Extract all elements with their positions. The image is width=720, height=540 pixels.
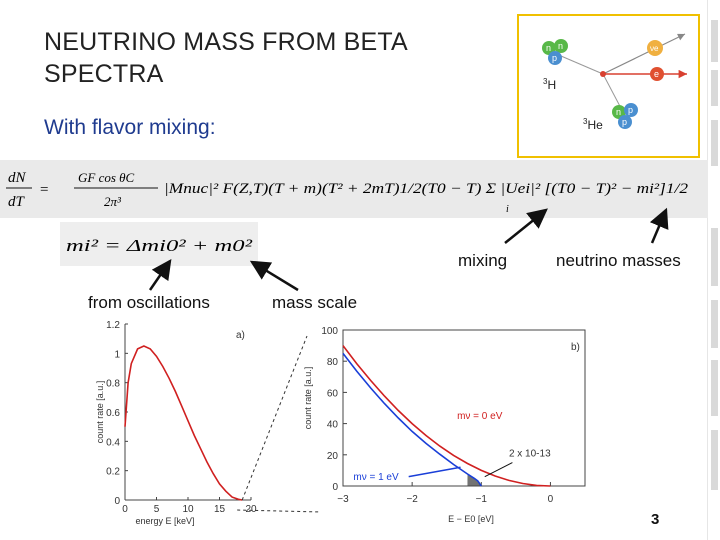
plot-b-x-tick-label: −3	[337, 494, 349, 505]
svg-text:p: p	[628, 105, 633, 115]
plot-a-y-tick-label: 1	[114, 349, 120, 360]
beta-spectrum-equation: dN dT = GF cos θC 2π³ |Mnuc|² F(Z,T)(T +…	[0, 160, 708, 218]
svg-text:e: e	[654, 69, 659, 79]
neutrino-track	[602, 33, 686, 75]
svg-text:νe: νe	[650, 44, 659, 53]
plot-a-y-tick-label: 1.2	[106, 320, 120, 331]
plot-b-massless-line	[342, 345, 551, 487]
edge-segment	[711, 430, 718, 490]
mass-scale-arrow	[249, 260, 299, 292]
plot-b-y-tick-label: 100	[321, 326, 338, 337]
mass-relation-equation: mi² = Δmi0² + m0²	[60, 222, 258, 266]
plot-b-x-tick-label: −2	[406, 494, 418, 505]
plot-b-x-tick-label: 0	[548, 494, 554, 505]
slide-edge-band	[707, 0, 720, 540]
svg-text:p: p	[552, 53, 557, 63]
plot-b-y-label: count rate [a.u.]	[303, 367, 313, 430]
plot-a-y-tick-label: 0.2	[106, 467, 120, 478]
plot-b-annotation-m1-arrow	[408, 466, 461, 478]
plot-b-y-tick-label: 20	[327, 451, 339, 462]
plot-a-x-tick-label: 20	[245, 504, 257, 515]
neutrino-particle: νe	[647, 40, 663, 56]
mass-relation-text: mi² = Δmi0² + m0²	[66, 236, 253, 255]
tritium-nucleus: n n p	[542, 39, 568, 65]
edge-segment	[711, 120, 718, 166]
plot-a-x-label: energy E [keV]	[135, 516, 194, 526]
eq-body: |Mnuc|² F(Z,T)(T + m)(T² + 2mT)1/2(T0 − …	[164, 181, 688, 197]
edge-segment	[711, 20, 718, 62]
electron-particle: e	[650, 67, 664, 81]
plot-b-x-tick-label: −1	[476, 494, 488, 505]
slide-subtitle: With flavor mixing:	[44, 116, 216, 139]
plot-a-title: a)	[236, 330, 245, 341]
zoom-guide-line	[237, 509, 322, 513]
mixing-arrow	[504, 208, 548, 244]
plot-b-x-label: E − E0 [eV]	[448, 514, 494, 524]
beta-decay-diagram: n n p 3H n p p 3He νe e	[517, 14, 700, 158]
plot-a-y-label: count rate [a.u.]	[95, 381, 105, 444]
plot-a-y-tick-label: 0	[114, 496, 120, 507]
plot-b-title: b)	[571, 342, 580, 353]
eq-factor-denominator: 2π³	[104, 194, 122, 209]
page-number: 3	[651, 511, 660, 528]
eq-factor-numerator: GF cos θC	[78, 170, 135, 185]
plot-b-annotation-m0: mν = 0 eV	[457, 411, 503, 422]
plot-b-massive-line	[342, 352, 482, 487]
plot-a-y-tick-label: 0.6	[106, 408, 120, 419]
eq-lhs-numerator: dN	[8, 170, 27, 186]
plot-a-x-tick-label: 0	[122, 504, 128, 515]
slide-title: NEUTRINO MASS FROM BETA SPECTRA	[44, 28, 407, 88]
edge-segment	[711, 70, 718, 106]
eq-lhs-denominator: dT	[8, 194, 26, 210]
plot-a-spectrum-line	[124, 345, 243, 501]
mass-scale-label: mass scale	[272, 293, 358, 312]
mixing-label: mixing	[458, 251, 508, 270]
beta-spectrum-plots: 0 0.2 0.4 0.6 0.8 1 1.2 0 5 10 15 20 energy E [keV] c…	[85, 318, 597, 532]
plot-b-y-tick-label: 40	[327, 420, 339, 431]
plot-b-y-tick-label: 60	[327, 388, 339, 399]
plot-b-frame	[342, 329, 586, 487]
helium3-nucleus: n p p	[612, 103, 638, 129]
decay-vertex	[600, 71, 606, 77]
plot-a-y-tick-label: 0.8	[106, 379, 120, 390]
edge-segment	[711, 228, 718, 286]
zoom-guide-line	[241, 335, 308, 501]
plot-b-annotation-ratio-arrow	[484, 462, 513, 478]
eq-sum-index: i	[506, 204, 509, 215]
svg-text:n: n	[546, 43, 551, 53]
from-oscillations-label: from oscillations	[88, 293, 210, 312]
plot-a-x-tick-label: 5	[154, 504, 160, 515]
plot-a-y-tick-label: 0.4	[106, 437, 120, 448]
svg-text:n: n	[558, 41, 563, 51]
annotation-arrows	[148, 207, 669, 292]
plot-b-y-tick-label: 80	[327, 357, 339, 368]
svg-text:n: n	[616, 107, 621, 117]
neutrino-masses-arrow	[649, 207, 669, 244]
helium3-label: 3He	[583, 117, 603, 132]
plot-b-annotation-ratio: 2 x 10-13	[509, 448, 551, 459]
plot-b-annotation-m1: mν = 1 eV	[353, 472, 399, 483]
plot-a-x-tick-label: 15	[214, 504, 226, 515]
svg-text:=: =	[40, 182, 48, 198]
edge-segment	[711, 360, 718, 416]
edge-segment	[711, 300, 718, 348]
plot-a-x-tick-label: 10	[182, 504, 194, 515]
neutrino-masses-label: neutrino masses	[556, 251, 681, 270]
svg-text:p: p	[622, 117, 627, 127]
from-oscillations-arrow	[148, 258, 172, 291]
tritium-label: 3H	[543, 77, 556, 92]
plot-b-y-tick-label: 0	[332, 482, 338, 493]
